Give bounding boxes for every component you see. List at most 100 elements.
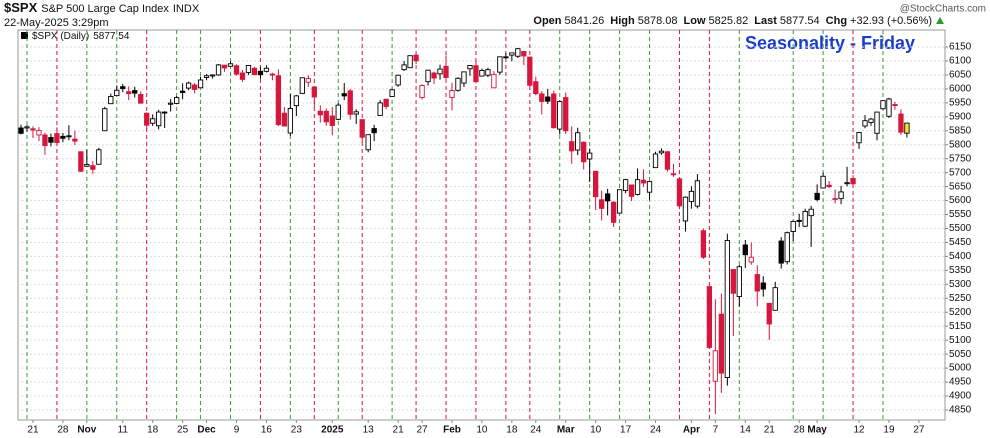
symbol: $SPX <box>4 0 38 15</box>
candle-body <box>551 93 557 129</box>
candle-body <box>108 95 114 105</box>
x-tick-label: 2025 <box>321 425 344 436</box>
y-tick-label: 5350 <box>949 265 972 276</box>
candle-body <box>509 52 515 56</box>
x-tick-label: Feb <box>443 425 461 436</box>
candle-body <box>257 70 264 76</box>
y-tick-label: 5250 <box>949 293 972 304</box>
x-tick-label: 9 <box>234 425 240 436</box>
y-tick-label: 5050 <box>949 349 972 360</box>
candle-body <box>96 149 102 165</box>
candle-body <box>191 84 198 90</box>
y-tick-label: 5850 <box>949 125 972 136</box>
candle-body <box>120 86 126 90</box>
candle-body <box>682 196 689 222</box>
candle-body <box>437 68 443 75</box>
high-label: High <box>610 15 635 27</box>
candle-body <box>868 118 874 123</box>
open-label: Open <box>533 15 561 27</box>
candle-body <box>790 221 796 233</box>
y-tick-label: 5100 <box>949 335 972 346</box>
candle-body <box>850 178 856 185</box>
candle-body <box>114 89 120 97</box>
chart-title: Seasonality - Friday <box>745 33 915 53</box>
candle-body <box>293 95 300 107</box>
candle-body <box>347 90 353 115</box>
candle-body <box>485 69 491 76</box>
candle-body <box>203 75 210 78</box>
y-tick-label: 5500 <box>949 223 972 234</box>
x-tick-label: 14 <box>740 425 752 436</box>
x-tick-label: 24 <box>530 425 542 436</box>
candle-body <box>138 94 144 104</box>
candle-body <box>329 115 335 126</box>
legend-label: $SPX (Daily) <box>32 31 89 42</box>
candle-body <box>263 67 270 72</box>
candle-body <box>802 211 808 227</box>
candle-body <box>383 98 389 107</box>
candle-body <box>287 107 294 134</box>
x-tick-label: 28 <box>794 425 806 436</box>
candle-body <box>150 118 156 124</box>
candle-body <box>179 90 186 93</box>
x-tick-label: 25 <box>177 425 189 436</box>
x-tick-label: 19 <box>883 425 895 436</box>
candle-body <box>359 119 365 138</box>
candle-body <box>443 65 449 78</box>
candle-body <box>227 63 234 67</box>
candle-body <box>676 178 683 207</box>
candle-body <box>323 110 329 123</box>
candle-body <box>36 130 42 136</box>
candle-body <box>748 256 754 263</box>
candle-body <box>54 133 60 143</box>
candle-body <box>736 266 742 298</box>
y-tick-label: 5950 <box>949 98 972 109</box>
candle-body <box>616 189 623 214</box>
candle-body <box>461 71 467 84</box>
x-tick-label: May <box>807 425 827 436</box>
candle-body <box>670 173 677 176</box>
candle-body <box>832 198 838 201</box>
candle-body <box>814 192 820 200</box>
candle-body <box>18 127 24 134</box>
candle-body <box>311 86 317 98</box>
low-label: Low <box>684 15 706 27</box>
x-tick-label: 23 <box>291 425 303 436</box>
legend: $SPX (Daily) 5877.54 <box>32 31 130 42</box>
candle-body <box>407 55 413 69</box>
y-tick-label: 4850 <box>949 405 972 416</box>
candle-body <box>712 350 719 382</box>
y-tick-label: 5800 <box>949 139 972 150</box>
candle-body <box>706 286 713 348</box>
candle-body <box>545 96 551 102</box>
y-tick-label: 5400 <box>949 251 972 262</box>
last-label: Last <box>754 15 777 27</box>
y-tick-label: 6000 <box>949 84 972 95</box>
y-tick-label: 5650 <box>949 181 972 192</box>
x-tick-label: 17 <box>620 425 632 436</box>
candle-body <box>838 191 844 200</box>
quote-line: Open 5841.26 High 5878.08 Low 5825.82 Last 5877… <box>533 15 932 27</box>
candle-body <box>808 208 814 217</box>
candle-body <box>742 244 748 256</box>
header-left: $SPX S&P 500 Large Cap Index INDX <box>4 0 200 15</box>
x-tick-label: Dec <box>197 425 216 436</box>
y-tick-label: 5900 <box>949 111 972 122</box>
candle-body <box>826 184 832 188</box>
candle-body <box>664 151 671 170</box>
candle-body <box>598 199 605 209</box>
candle-body <box>593 170 599 198</box>
candle-body <box>628 184 635 197</box>
candle-body <box>694 180 701 207</box>
candle-body <box>473 65 479 83</box>
candle-body <box>497 56 503 73</box>
candle-body <box>156 111 162 127</box>
exchange: INDX <box>173 3 200 15</box>
y-tick-label: 5200 <box>949 307 972 318</box>
candle-body <box>162 111 168 114</box>
candle-body <box>66 135 72 138</box>
candle-body <box>557 101 563 130</box>
candle-body <box>431 72 437 79</box>
candle-body <box>754 274 760 292</box>
